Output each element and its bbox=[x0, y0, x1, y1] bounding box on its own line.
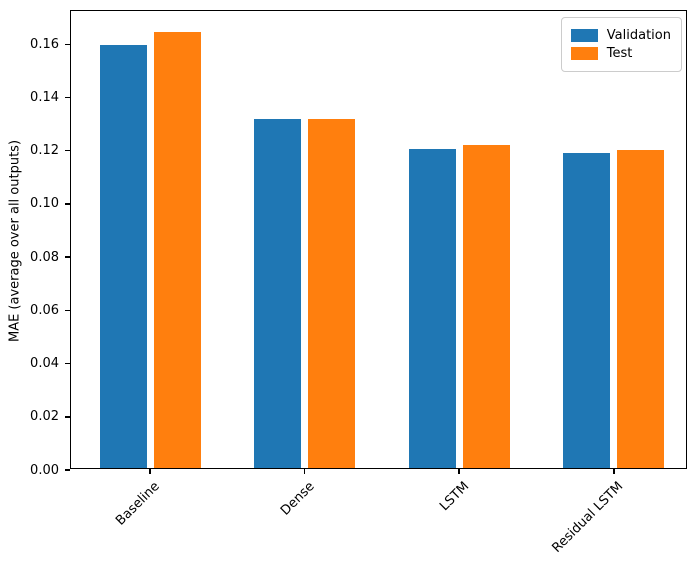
y-tick-label: 0.10 bbox=[30, 196, 59, 212]
bar-test-lstm bbox=[462, 144, 510, 468]
legend-label: Validation bbox=[606, 28, 671, 43]
x-tick-label-residual-lstm: Residual LSTM bbox=[549, 479, 627, 556]
x-tick-label-lstm: LSTM bbox=[436, 479, 472, 515]
plot-area: 0.00 0.02 0.04 0.06 0.08 0.10 0.12 0.14 0.16 Base… bbox=[30, 10, 687, 556]
legend-item-validation: Validation bbox=[570, 28, 671, 43]
legend-swatch-test bbox=[570, 47, 598, 60]
y-tick-mark bbox=[64, 149, 70, 152]
x-tick-mark bbox=[303, 468, 306, 474]
y-tick-label: 0.02 bbox=[30, 409, 59, 425]
y-tick-mark bbox=[64, 416, 70, 418]
x-tick-mark bbox=[458, 468, 460, 474]
legend-label: Test bbox=[606, 46, 633, 61]
y-tick-mark bbox=[64, 309, 70, 312]
bar-test-dense bbox=[308, 119, 356, 468]
y-tick-label: 0.04 bbox=[30, 356, 59, 372]
legend-item-test: Test bbox=[570, 46, 671, 61]
y-tick-label: 0.00 bbox=[30, 462, 59, 478]
bar-test-baseline bbox=[153, 31, 201, 468]
y-tick-mark bbox=[64, 43, 70, 45]
legend: Validation Test bbox=[560, 17, 682, 72]
y-tick-label: 0.14 bbox=[30, 89, 59, 105]
y-tick-label: 0.06 bbox=[30, 302, 59, 318]
y-tick-mark bbox=[64, 362, 70, 365]
bar-test-residual-lstm bbox=[617, 150, 665, 468]
y-tick-mark bbox=[64, 203, 70, 205]
x-tick-label-dense: Dense bbox=[277, 479, 318, 519]
x-tick-mark bbox=[613, 468, 615, 474]
legend-swatch-validation bbox=[570, 29, 598, 42]
y-tick-mark bbox=[64, 96, 70, 99]
x-tick-label-baseline: Baseline bbox=[113, 479, 163, 529]
bar-validation-baseline bbox=[99, 44, 147, 468]
x-tick-mark bbox=[149, 468, 151, 474]
y-tick-label: 0.16 bbox=[30, 36, 59, 52]
bar-validation-dense bbox=[254, 119, 302, 468]
bar-validation-lstm bbox=[408, 148, 456, 468]
y-tick-mark bbox=[64, 256, 70, 258]
y-tick-mark bbox=[64, 469, 70, 471]
y-tick-label: 0.08 bbox=[30, 249, 59, 265]
bar-validation-residual-lstm bbox=[563, 152, 611, 468]
y-tick-label: 0.12 bbox=[30, 143, 59, 159]
